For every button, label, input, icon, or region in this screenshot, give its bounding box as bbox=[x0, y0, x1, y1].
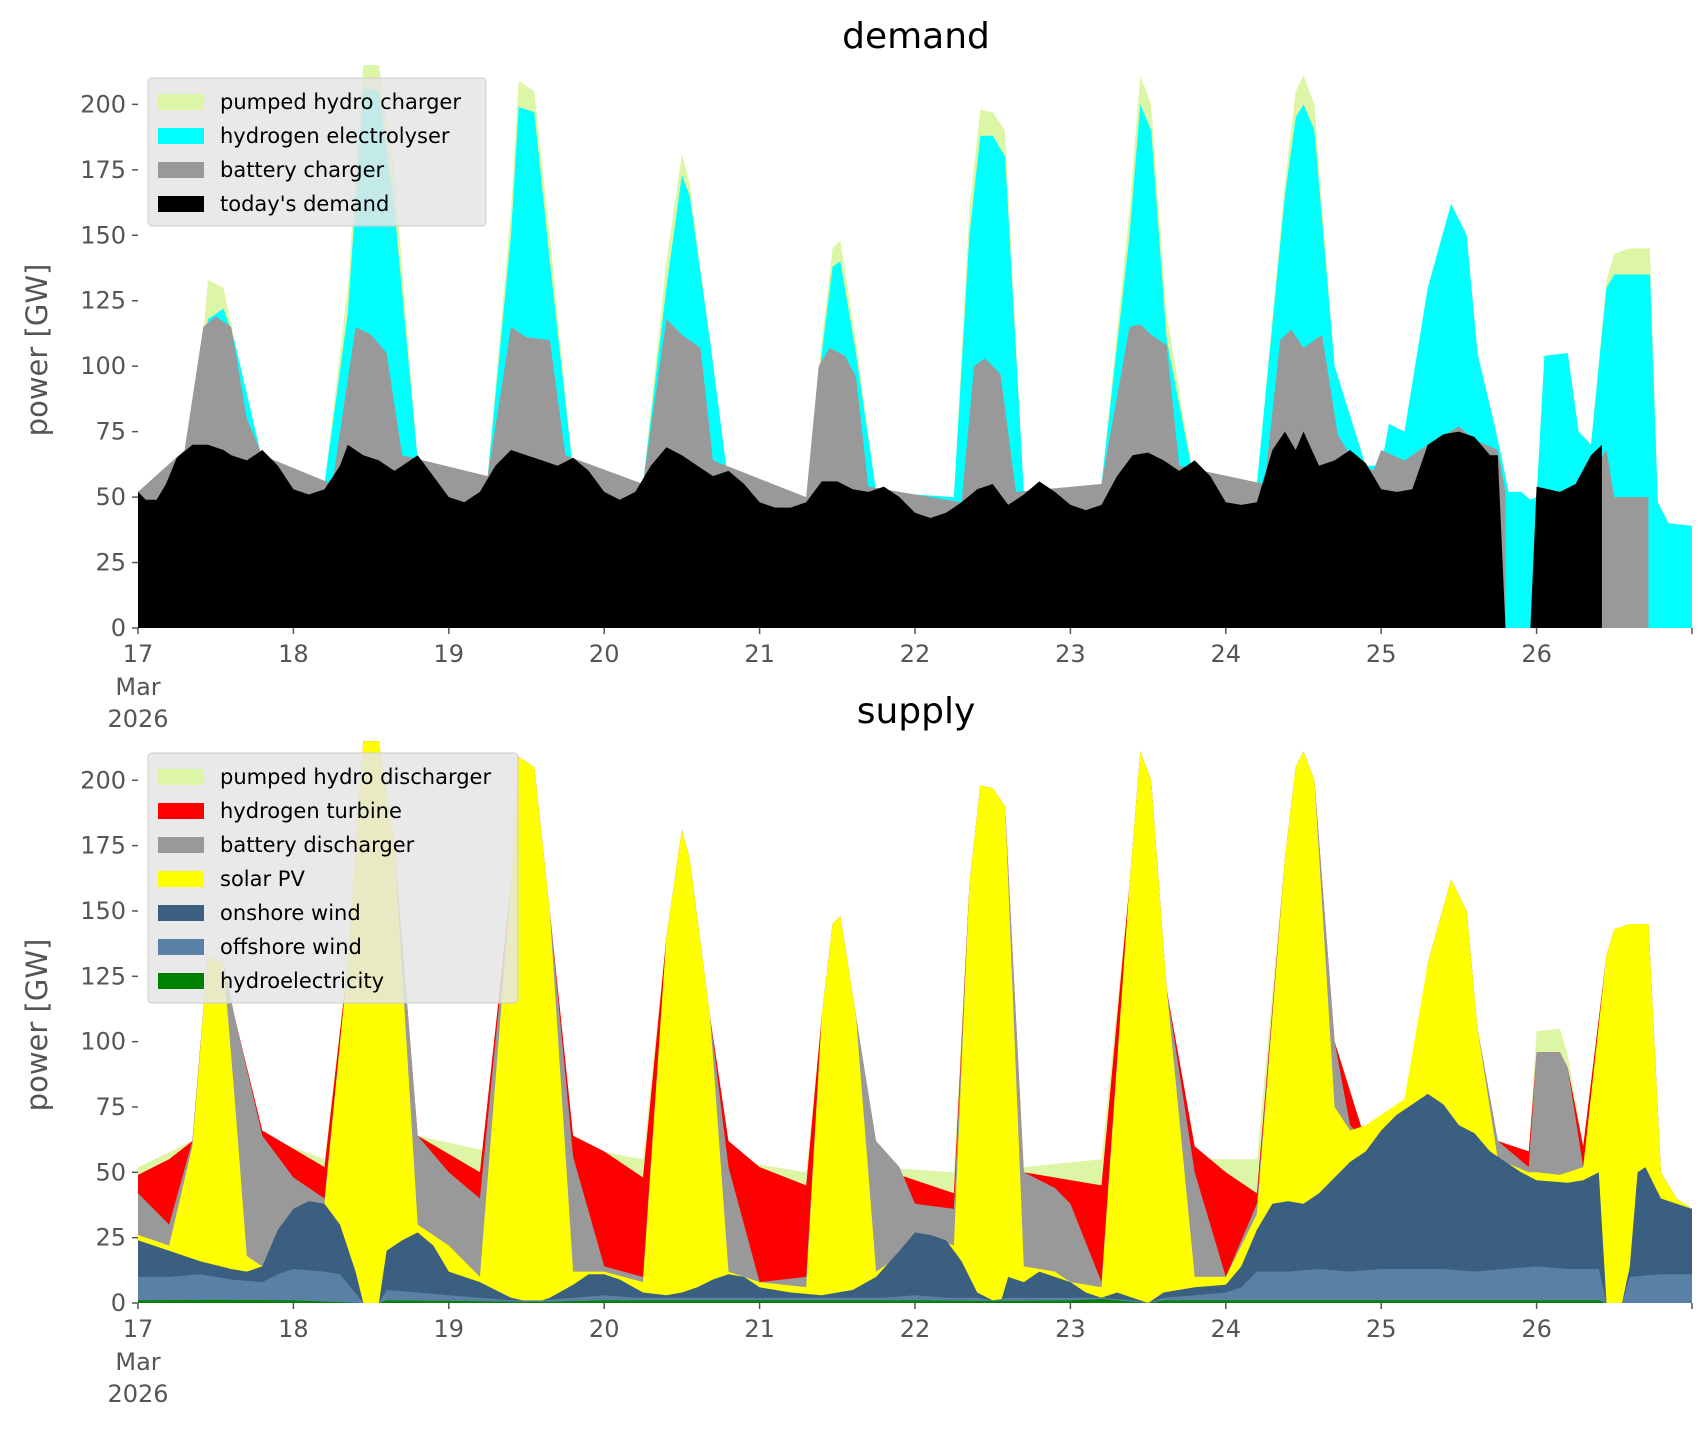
x-tick-label: 25 bbox=[1366, 1315, 1397, 1343]
chart-title: supply bbox=[857, 691, 976, 732]
x-tick-label: 20 bbox=[589, 1315, 620, 1343]
legend: pumped hydro charger hydrogen electrolyse… bbox=[147, 77, 487, 227]
x-tick-label: 25 bbox=[1366, 640, 1397, 668]
x-tick-month: Mar bbox=[115, 1348, 160, 1376]
y-tick-label: 150 bbox=[80, 221, 126, 249]
x-tick-label: 23 bbox=[1055, 1315, 1086, 1343]
legend-label: hydroelectricity bbox=[220, 969, 384, 993]
x-tick-label: 24 bbox=[1211, 1315, 1242, 1343]
y-tick-label: 150 bbox=[80, 897, 126, 925]
plot-area bbox=[138, 65, 1692, 629]
y-axis: 0 25 50 75 100 125 150 175 200 bbox=[80, 766, 138, 1317]
legend-swatch bbox=[158, 837, 204, 853]
y-tick-label: 50 bbox=[95, 483, 126, 511]
legend-label: pumped hydro charger bbox=[220, 90, 461, 114]
legend-label: hydrogen turbine bbox=[220, 799, 402, 823]
legend-swatch bbox=[158, 162, 204, 178]
y-tick-label: 200 bbox=[80, 90, 126, 118]
legend-label: battery discharger bbox=[220, 833, 415, 857]
legend-box bbox=[147, 752, 519, 1004]
x-tick-label: 19 bbox=[434, 640, 465, 668]
y-tick-label: 50 bbox=[95, 1158, 126, 1186]
legend-swatch bbox=[158, 803, 204, 819]
x-tick-label: 24 bbox=[1211, 640, 1242, 668]
x-tick-label: 23 bbox=[1055, 640, 1086, 668]
x-tick-month: Mar bbox=[115, 673, 160, 701]
legend-swatch bbox=[158, 128, 204, 144]
y-tick-label: 175 bbox=[80, 156, 126, 184]
x-tick-label: 21 bbox=[744, 640, 775, 668]
y-tick-label: 0 bbox=[111, 614, 126, 642]
series-area-hydroelectricity bbox=[138, 1299, 1692, 1303]
y-tick-label: 100 bbox=[80, 352, 126, 380]
y-axis-label: power [GW] bbox=[20, 264, 54, 437]
demand-chart: demand power [GW] 17 Mar 2026 18 19 20 21 22 23 2… bbox=[20, 16, 1693, 733]
y-tick-label: 200 bbox=[80, 766, 126, 794]
y-tick-label: 75 bbox=[95, 418, 126, 446]
x-tick-label: 17 bbox=[123, 1315, 154, 1343]
series-area-solar-pv bbox=[138, 741, 1692, 1303]
y-axis-label: power [GW] bbox=[20, 939, 54, 1112]
legend-swatch bbox=[158, 905, 204, 921]
y-tick-label: 100 bbox=[80, 1028, 126, 1056]
legend-label: today's demand bbox=[220, 192, 389, 216]
x-tick-label: 20 bbox=[589, 640, 620, 668]
x-tick-label: 18 bbox=[278, 1315, 309, 1343]
legend-box bbox=[147, 77, 487, 227]
y-tick-label: 25 bbox=[95, 549, 126, 577]
legend-swatch bbox=[158, 196, 204, 212]
legend-label: hydrogen electrolyser bbox=[220, 124, 450, 148]
x-tick-year: 2026 bbox=[107, 1380, 168, 1408]
y-tick-label: 0 bbox=[111, 1289, 126, 1317]
legend-label: onshore wind bbox=[220, 901, 361, 925]
series-area-today-s-demand bbox=[138, 431, 1692, 628]
x-axis: 17 Mar 2026 18 19 20 21 22 23 24 25 26 bbox=[107, 628, 1693, 733]
legend-swatch bbox=[158, 94, 204, 110]
x-tick-label: 22 bbox=[900, 1315, 931, 1343]
legend-swatch bbox=[158, 973, 204, 989]
legend: pumped hydro discharger hydrogen turbine b… bbox=[147, 752, 519, 1004]
legend-label: battery charger bbox=[220, 158, 385, 182]
legend-label: solar PV bbox=[220, 867, 305, 891]
x-tick-label: 19 bbox=[434, 1315, 465, 1343]
x-tick-label: 22 bbox=[900, 640, 931, 668]
legend-swatch bbox=[158, 939, 204, 955]
legend-swatch bbox=[158, 871, 204, 887]
x-axis: 17 Mar 2026 18 19 20 21 22 23 24 25 26 bbox=[107, 1303, 1693, 1408]
y-tick-label: 125 bbox=[80, 287, 126, 315]
plot-area bbox=[138, 741, 1692, 1303]
y-axis: 0 25 50 75 100 125 150 175 200 bbox=[80, 90, 138, 642]
x-tick-label: 26 bbox=[1521, 640, 1552, 668]
y-tick-label: 125 bbox=[80, 962, 126, 990]
x-tick-label: 18 bbox=[278, 640, 309, 668]
legend-label: offshore wind bbox=[220, 935, 362, 959]
chart-title: demand bbox=[842, 16, 990, 57]
y-tick-label: 75 bbox=[95, 1093, 126, 1121]
y-tick-label: 175 bbox=[80, 832, 126, 860]
x-tick-label: 21 bbox=[744, 1315, 775, 1343]
x-tick-label: 26 bbox=[1521, 1315, 1552, 1343]
y-tick-label: 25 bbox=[95, 1224, 126, 1252]
series-area-onshore-wind bbox=[138, 1093, 1692, 1303]
legend-label: pumped hydro discharger bbox=[220, 765, 491, 789]
x-tick-year: 2026 bbox=[107, 705, 168, 733]
x-tick-label: 17 bbox=[123, 640, 154, 668]
supply-chart: supply power [GW] 17 Mar 2026 18 19 20 21 22 23 2… bbox=[20, 691, 1693, 1408]
series-area-offshore-wind bbox=[138, 1266, 1692, 1303]
legend-swatch bbox=[158, 769, 204, 785]
